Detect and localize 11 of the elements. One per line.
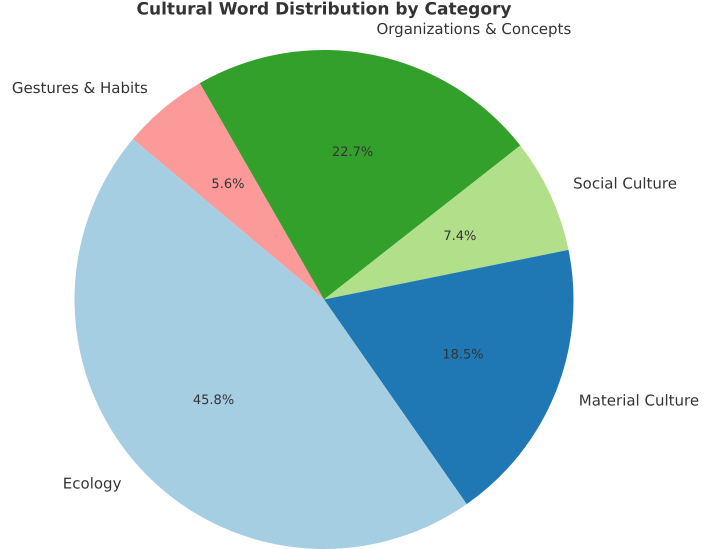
data-label: 5.6% [211,177,244,192]
chart-title: Cultural Word Distribution by Category [136,0,512,20]
slice-label: Social Culture [573,174,677,192]
data-label: 22.7% [332,144,374,160]
slice-label: Gestures & Habits [12,78,148,97]
slice-label: Ecology [62,474,122,493]
data-label: 18.5% [442,348,484,363]
slice-label: Material Culture [578,391,700,410]
data-label: 7.4% [443,229,476,244]
slice-label: Organizations & Concepts [376,20,572,38]
data-label: 45.8% [192,392,234,408]
